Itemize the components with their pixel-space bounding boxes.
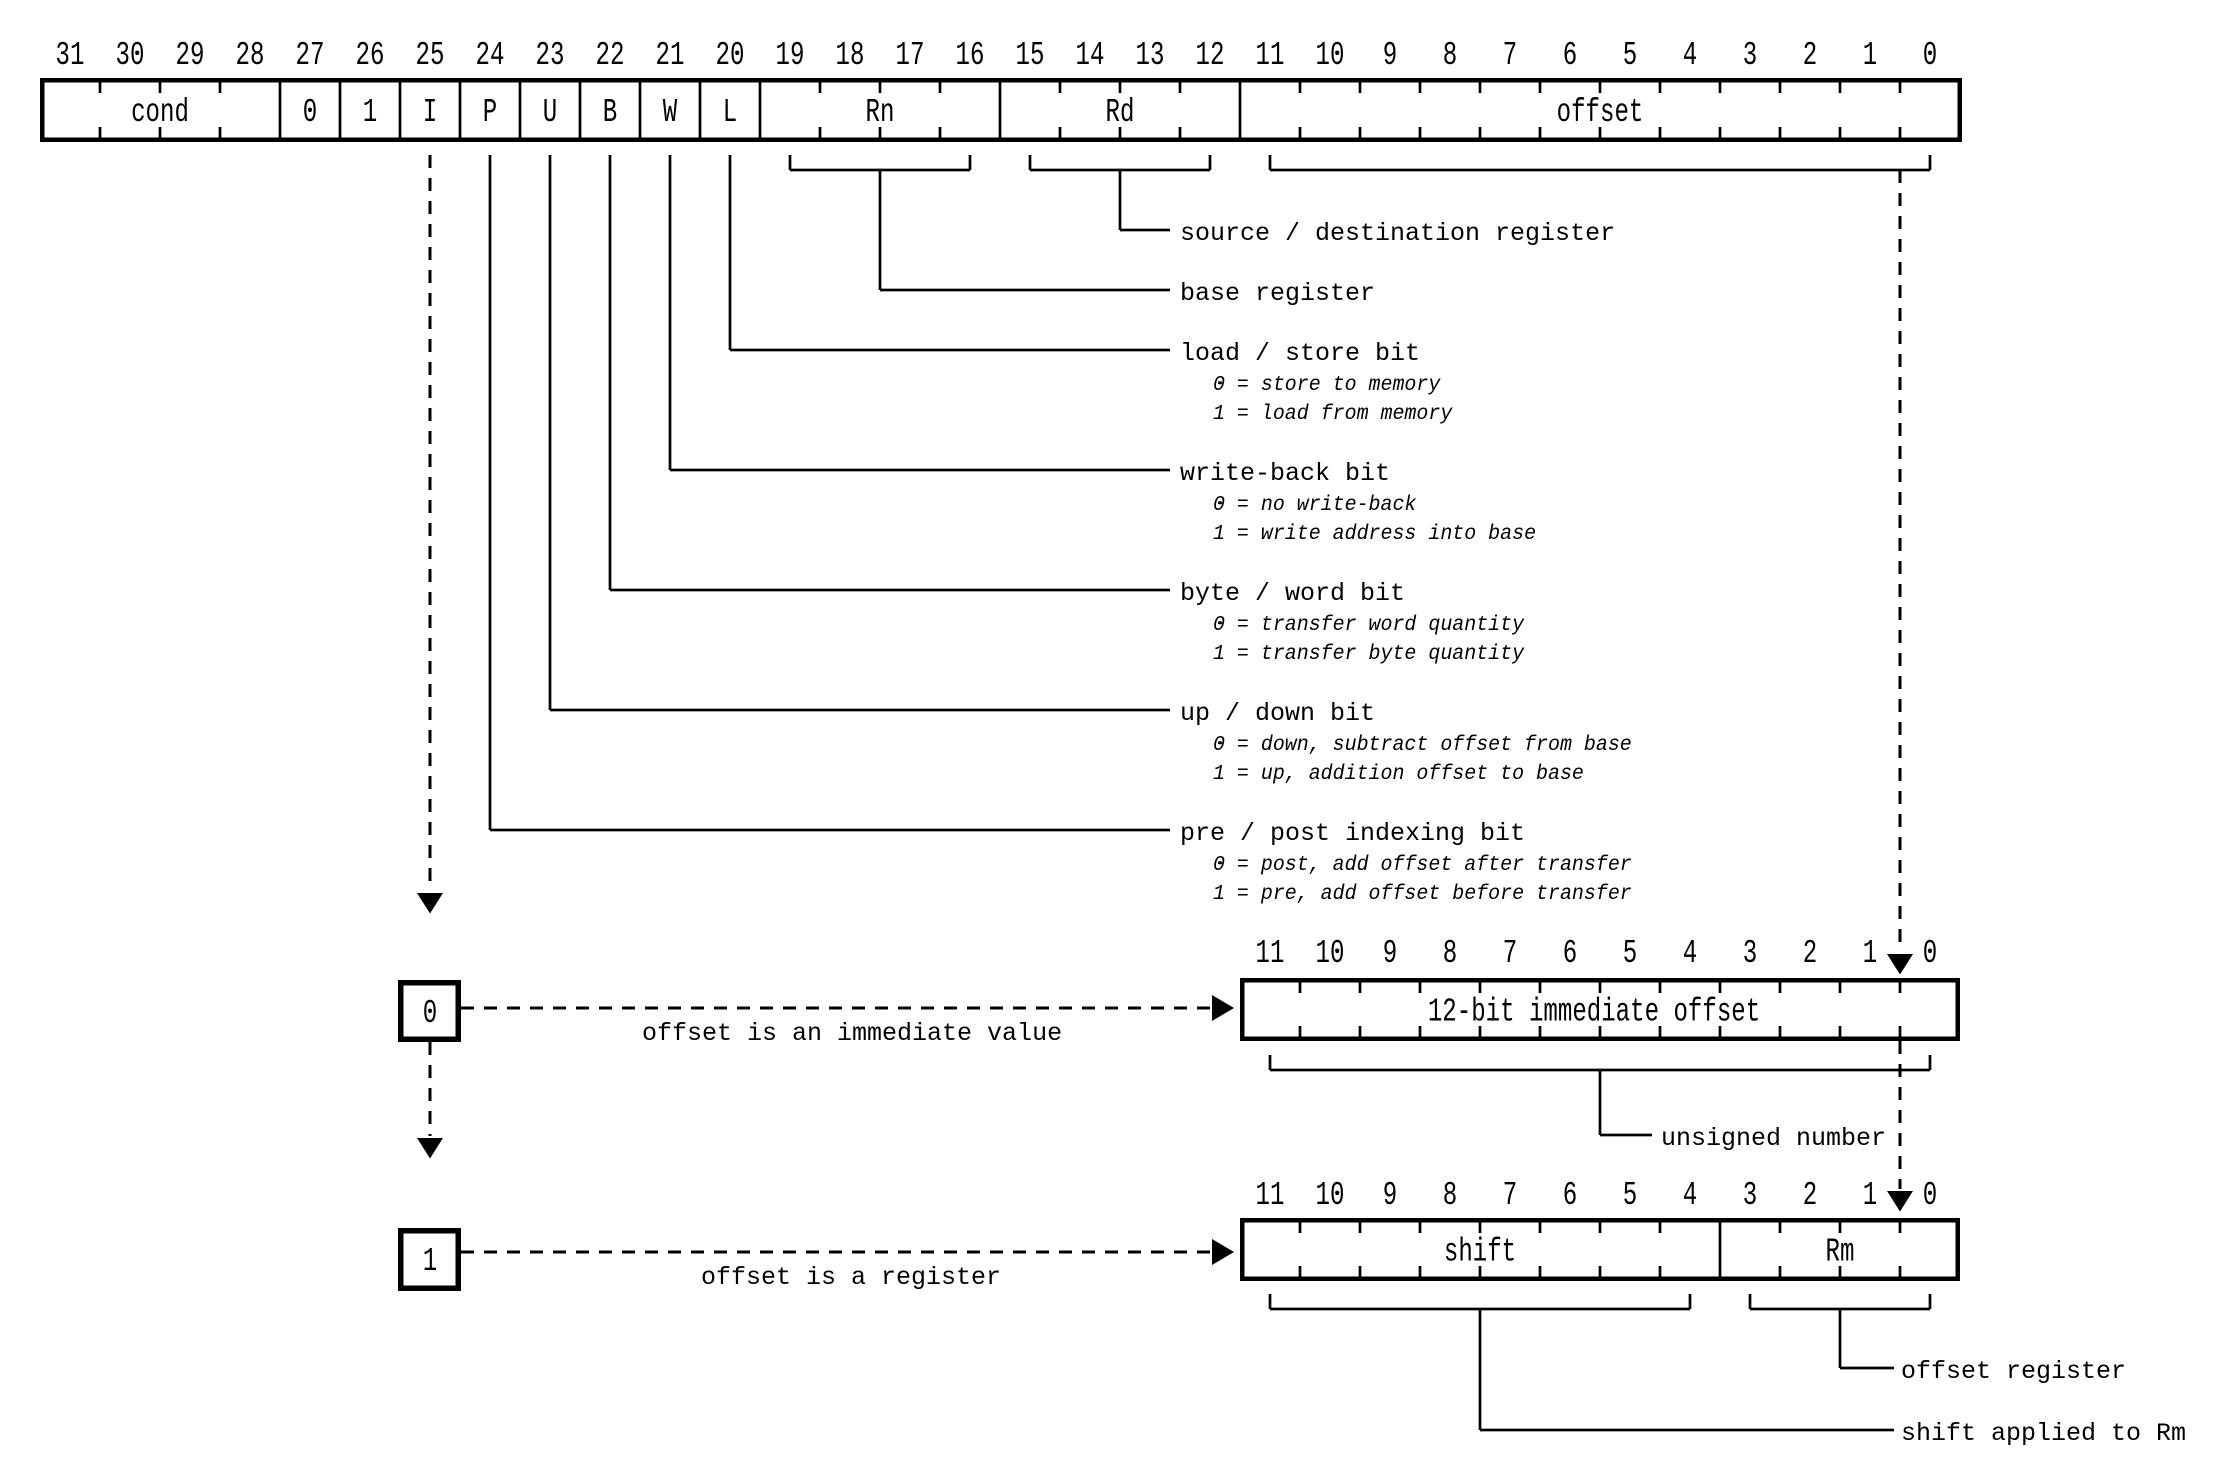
- svg-text:3: 3: [1743, 935, 1757, 973]
- svg-text:cond: cond: [131, 94, 189, 132]
- svg-text:1: 1: [363, 94, 377, 132]
- svg-text:22: 22: [596, 37, 625, 75]
- svg-text:1: 1: [423, 1243, 437, 1281]
- svg-text:P: P: [483, 94, 497, 132]
- svg-text:0: 0: [423, 995, 437, 1033]
- svg-text:8: 8: [1443, 1177, 1457, 1215]
- svg-text:write-back bit: write-back bit: [1180, 459, 1390, 488]
- svg-text:10: 10: [1316, 1177, 1345, 1215]
- svg-text:unsigned number: unsigned number: [1661, 1124, 1886, 1153]
- svg-text:11: 11: [1256, 1177, 1285, 1215]
- svg-text:27: 27: [296, 37, 325, 75]
- svg-text:5: 5: [1623, 37, 1637, 75]
- svg-text:pre / post indexing bit: pre / post indexing bit: [1180, 819, 1525, 848]
- svg-text:24: 24: [476, 37, 505, 75]
- svg-text:B: B: [603, 94, 617, 132]
- svg-text:source / destination register: source / destination register: [1180, 219, 1615, 248]
- svg-text:3: 3: [1743, 1177, 1757, 1215]
- svg-text:28: 28: [236, 37, 265, 75]
- svg-text:1 = write address into base: 1 = write address into base: [1213, 523, 1536, 547]
- svg-text:25: 25: [416, 37, 445, 75]
- svg-text:12-bit immediate offset: 12-bit immediate offset: [1428, 993, 1760, 1031]
- svg-text:byte / word bit: byte / word bit: [1180, 579, 1405, 608]
- svg-text:1: 1: [1863, 37, 1877, 75]
- svg-text:0 = down, subtract offset from: 0 = down, subtract offset from base: [1213, 734, 1632, 758]
- svg-text:W: W: [663, 94, 678, 132]
- svg-text:29: 29: [176, 37, 205, 75]
- svg-text:Rn: Rn: [866, 94, 895, 132]
- svg-text:10: 10: [1316, 935, 1345, 973]
- svg-text:9: 9: [1383, 37, 1397, 75]
- svg-text:11: 11: [1256, 37, 1285, 75]
- svg-text:10: 10: [1316, 37, 1345, 75]
- svg-text:19: 19: [776, 37, 805, 75]
- svg-text:offset: offset: [1557, 94, 1644, 132]
- svg-text:7: 7: [1503, 935, 1517, 973]
- svg-text:15: 15: [1016, 37, 1045, 75]
- svg-text:6: 6: [1563, 37, 1577, 75]
- svg-text:0 = transfer word quantity: 0 = transfer word quantity: [1213, 614, 1525, 638]
- svg-text:21: 21: [656, 37, 685, 75]
- svg-text:20: 20: [716, 37, 745, 75]
- svg-text:2: 2: [1803, 935, 1817, 973]
- svg-text:2: 2: [1803, 37, 1817, 75]
- svg-text:11: 11: [1256, 935, 1285, 973]
- svg-text:shift applied to Rm: shift applied to Rm: [1901, 1419, 2186, 1448]
- svg-text:23: 23: [536, 37, 565, 75]
- svg-text:6: 6: [1563, 1177, 1577, 1215]
- svg-text:1: 1: [1863, 1177, 1877, 1215]
- svg-text:12: 12: [1196, 37, 1225, 75]
- svg-text:26: 26: [356, 37, 385, 75]
- svg-text:3: 3: [1743, 37, 1757, 75]
- svg-text:0 = no write-back: 0 = no write-back: [1213, 494, 1417, 518]
- svg-text:9: 9: [1383, 935, 1397, 973]
- svg-text:18: 18: [836, 37, 865, 75]
- svg-text:31: 31: [56, 37, 85, 75]
- svg-text:1 = pre, add offset before tra: 1 = pre, add offset before transfer: [1213, 883, 1632, 907]
- svg-text:1 = transfer byte quantity: 1 = transfer byte quantity: [1213, 643, 1525, 667]
- svg-text:16: 16: [956, 37, 985, 75]
- svg-text:5: 5: [1623, 1177, 1637, 1215]
- svg-text:4: 4: [1683, 37, 1697, 75]
- svg-text:13: 13: [1136, 37, 1165, 75]
- svg-text:offset register: offset register: [1901, 1357, 2126, 1386]
- svg-text:load / store bit: load / store bit: [1180, 339, 1420, 368]
- svg-text:shift: shift: [1444, 1233, 1516, 1271]
- svg-text:4: 4: [1683, 935, 1697, 973]
- svg-text:6: 6: [1563, 935, 1577, 973]
- svg-text:base register: base register: [1180, 279, 1375, 308]
- svg-text:14: 14: [1076, 37, 1105, 75]
- svg-text:U: U: [543, 94, 557, 132]
- svg-text:5: 5: [1623, 935, 1637, 973]
- svg-text:17: 17: [896, 37, 925, 75]
- svg-text:0: 0: [1923, 935, 1937, 973]
- svg-text:up / down bit: up / down bit: [1180, 699, 1375, 728]
- svg-text:8: 8: [1443, 935, 1457, 973]
- svg-text:0 = post, add offset after tra: 0 = post, add offset after transfer: [1213, 854, 1632, 878]
- svg-text:I: I: [423, 94, 437, 132]
- svg-text:offset is a register: offset is a register: [701, 1263, 1001, 1292]
- svg-text:2: 2: [1803, 1177, 1817, 1215]
- svg-text:7: 7: [1503, 37, 1517, 75]
- svg-text:0: 0: [303, 94, 317, 132]
- svg-text:0 = store to memory: 0 = store to memory: [1213, 374, 1441, 398]
- svg-text:4: 4: [1683, 1177, 1697, 1215]
- svg-text:1 = load from memory: 1 = load from memory: [1213, 403, 1453, 427]
- svg-text:L: L: [723, 94, 737, 132]
- svg-text:0: 0: [1923, 1177, 1937, 1215]
- svg-text:8: 8: [1443, 37, 1457, 75]
- svg-text:7: 7: [1503, 1177, 1517, 1215]
- svg-text:Rm: Rm: [1826, 1233, 1855, 1271]
- svg-text:1 = up, addition offset to bas: 1 = up, addition offset to base: [1213, 763, 1584, 787]
- svg-text:30: 30: [116, 37, 145, 75]
- svg-text:offset is an immediate value: offset is an immediate value: [642, 1019, 1062, 1048]
- svg-text:0: 0: [1923, 37, 1937, 75]
- svg-text:Rd: Rd: [1106, 94, 1135, 132]
- svg-text:1: 1: [1863, 935, 1877, 973]
- svg-text:9: 9: [1383, 1177, 1397, 1215]
